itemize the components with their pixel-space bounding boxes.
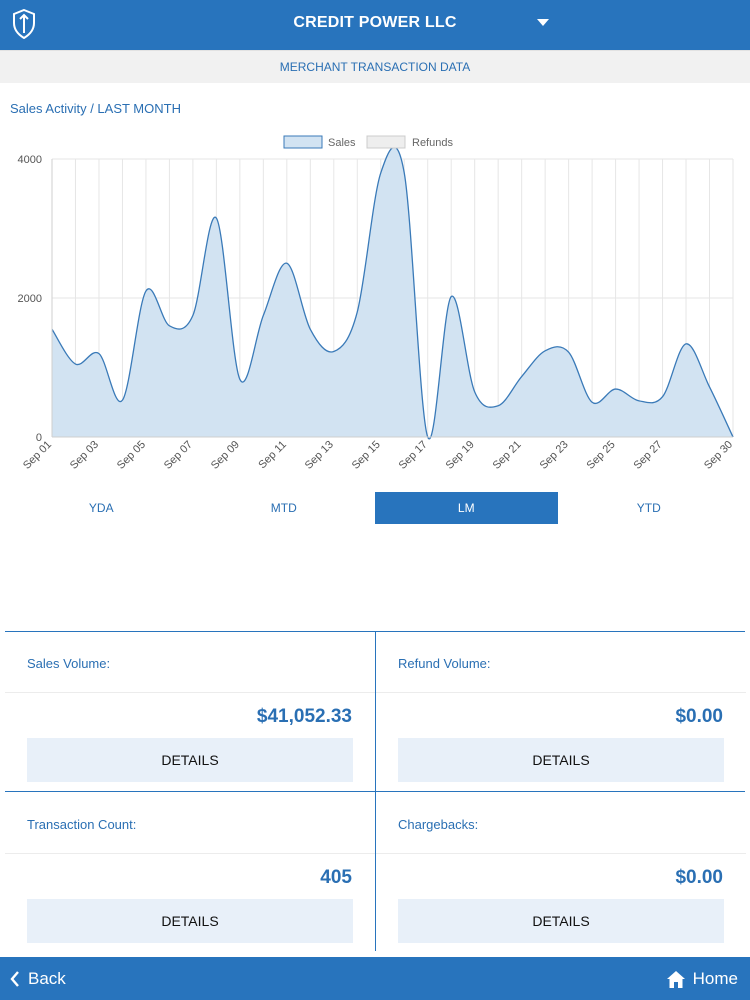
sales-volume-card: Sales Volume: $41,052.33 DETAILS — [5, 631, 375, 791]
x-tick-label: Sep 11 — [256, 439, 289, 472]
merchant-title[interactable]: CREDIT POWER LLC — [293, 14, 457, 31]
legend-label-sales: Sales — [328, 137, 356, 149]
x-tick-label: Sep 09 — [209, 439, 242, 472]
x-tick-label: Sep 03 — [68, 439, 101, 472]
card-label: Refund Volume: — [398, 656, 491, 671]
sales-volume-value: $41,052.33 — [256, 706, 352, 727]
chargebacks-value: $0.00 — [675, 867, 723, 888]
tab-yda[interactable]: YDA — [88, 501, 114, 515]
section-title: Sales Activity / LAST MONTH — [10, 101, 181, 116]
card-label: Chargebacks: — [398, 817, 479, 832]
divider — [5, 692, 375, 693]
x-tick-label: Sep 25 — [585, 439, 618, 472]
divider — [376, 853, 746, 854]
x-tick-label: Sep 23 — [538, 439, 571, 472]
y-tick-label: 2000 — [18, 293, 42, 305]
card-label: Transaction Count: — [27, 817, 137, 832]
refund-details-button[interactable]: DETAILS — [398, 738, 724, 782]
x-tick-label: Sep 05 — [115, 439, 148, 472]
shield-logo-icon[interactable] — [12, 9, 36, 39]
chargebacks-card: Chargebacks: $0.00 DETAILS — [376, 792, 746, 952]
y-tick-label: 4000 — [18, 154, 42, 166]
legend-swatch-sales — [283, 135, 323, 149]
legend-label-refunds: Refunds — [412, 137, 453, 149]
back-button[interactable]: Back — [10, 969, 66, 989]
app-header: CREDIT POWER LLC — [0, 0, 750, 50]
x-tick-label: Sep 19 — [444, 439, 477, 472]
legend-swatch-refunds — [366, 135, 406, 149]
tab-ytd[interactable]: YTD — [636, 501, 661, 515]
subheader-title: MERCHANT TRANSACTION DATA — [279, 60, 471, 74]
y-tick-label: 0 — [36, 432, 42, 444]
transaction-details-button[interactable]: DETAILS — [27, 899, 353, 943]
transaction-count-card: Transaction Count: 405 DETAILS — [5, 792, 375, 952]
sales-details-button[interactable]: DETAILS — [27, 738, 353, 782]
tab-mtd[interactable]: MTD — [270, 501, 297, 515]
chevron-left-icon — [10, 971, 19, 987]
tab-lm[interactable]: LM — [375, 492, 558, 524]
x-tick-label: Sep 13 — [303, 439, 336, 472]
period-tabs: YDA MTD LM YTD — [10, 492, 740, 524]
chargebacks-details-button[interactable]: DETAILS — [398, 899, 724, 943]
card-label: Sales Volume: — [27, 656, 111, 671]
x-tick-label: Sep 07 — [162, 439, 195, 472]
refund-volume-card: Refund Volume: $0.00 DETAILS — [376, 631, 746, 791]
home-icon — [666, 970, 685, 988]
refund-volume-value: $0.00 — [675, 706, 723, 727]
home-label: Home — [692, 969, 738, 988]
subheader: MERCHANT TRANSACTION DATA — [0, 50, 750, 83]
x-tick-label: Sep 27 — [632, 439, 665, 472]
sales-area — [52, 147, 733, 439]
divider — [5, 853, 375, 854]
x-tick-label: Sep 17 — [397, 439, 430, 472]
x-tick-label: Sep 21 — [491, 439, 524, 472]
chevron-down-icon[interactable] — [537, 19, 549, 26]
home-button[interactable]: Home — [666, 969, 738, 989]
divider — [376, 692, 746, 693]
x-tick-label: Sep 15 — [350, 439, 383, 472]
divider — [375, 631, 376, 951]
bottom-nav: Back Home — [0, 957, 750, 1000]
sales-line — [51, 146, 734, 440]
transaction-count-value: 405 — [320, 867, 352, 888]
x-tick-label: Sep 30 — [702, 439, 735, 472]
back-label: Back — [28, 969, 66, 988]
